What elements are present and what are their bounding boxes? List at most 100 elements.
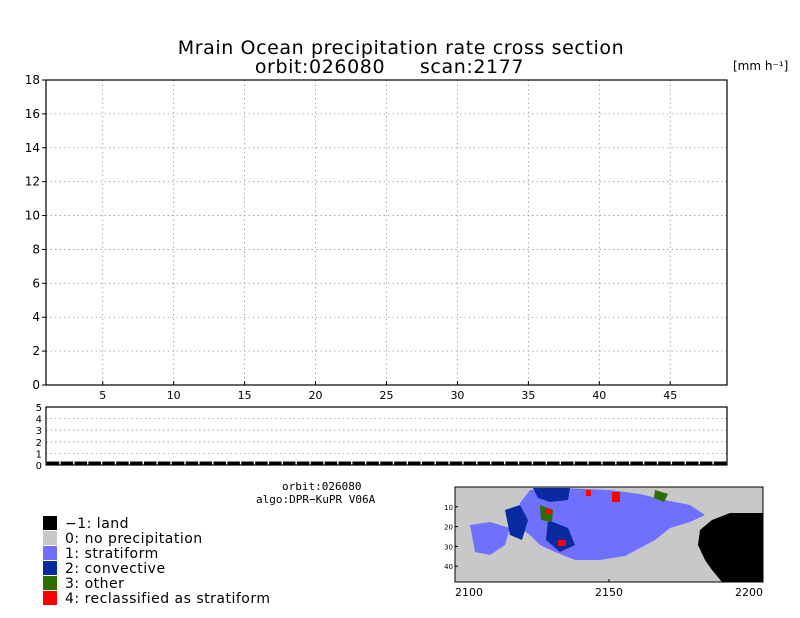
legend-swatch [43,546,57,560]
y-tick-label: 16 [25,107,40,121]
strip-bar [463,461,477,465]
inset-map: 10 20 30 40 2100 2150 2200 [444,486,764,599]
strip-y-tick-label: 1 [36,449,42,460]
strip-bar [199,461,213,465]
strip-bar [547,461,560,465]
legend-swatch [43,531,57,545]
strip-y-tick-label: 2 [36,438,42,449]
strip-bar [380,461,393,465]
legend-label: 0: no precipitation [65,531,203,547]
map-y-tick-label: 20 [444,524,453,532]
x-tick-label: 40 [592,389,606,402]
strip-bar [171,461,185,465]
chart-subtitle-orbit: orbit:026080 [255,56,385,78]
strip-bar [102,461,115,465]
strip-bar [408,461,421,465]
legend-label: 4: reclassified as stratiform [65,591,271,607]
y-tick-label: 10 [25,209,40,223]
strip-bar [394,461,407,465]
legend-label: 2: convective [65,561,166,577]
reclassified-cell [546,509,552,514]
reclassified-cell [612,492,620,502]
strip-bar [644,461,657,465]
y-tick-label: 0 [32,378,40,392]
x-tick-label: 45 [663,389,677,402]
strip-bar [269,461,282,465]
strip-y-tick-label: 0 [36,461,42,472]
strip-bar [296,461,310,465]
legend-swatch [43,561,57,575]
x-tick-label: 20 [309,389,323,402]
x-tick-label: 35 [521,389,535,402]
chart-subtitle-scan: scan:2177 [420,56,524,78]
strip-bar [602,461,616,465]
strip-bar [366,461,379,465]
map-cells [470,488,763,582]
land-area [698,513,763,582]
map-y-tick-label: 30 [444,543,453,551]
legend-swatch [43,576,57,590]
plot-grid [46,80,727,385]
strip-bar [143,461,157,465]
strip-bar [505,461,518,465]
y-tick-label: 18 [25,73,40,87]
convective-area-north [533,488,570,502]
legend-label: 3: other [65,576,124,592]
strip-bar [713,461,727,465]
convective-area-center [546,520,575,552]
reclassified-cell [586,490,591,496]
strip-bar [658,461,671,465]
map-x-tick-label: 2100 [455,586,483,599]
x-tick-label: 10 [167,389,181,402]
reclassified-cell [558,540,566,546]
strip-bar [449,461,463,465]
strip-bar [588,461,602,465]
strip-bar [324,461,338,465]
convective-area-west [505,505,528,540]
strip-bar [74,461,87,465]
strip-y-tick-label: 5 [36,403,42,414]
strip-bar [491,461,504,465]
x-tick-label: 25 [380,389,394,402]
strip-bar [310,461,324,465]
x-tick-label: 5 [99,389,106,402]
strip-bar [185,461,199,465]
strip-bars [46,461,727,465]
map-y-tick-label: 40 [444,563,453,571]
strip-bar [574,461,588,465]
strip-bar [46,461,60,465]
y-tick-label: 4 [32,310,40,324]
precip-rate-plot: 0 2 4 6 8 10 12 14 16 18 5 10 15 20 25 30 35 40 45 [25,73,728,402]
strip-bar [616,461,630,465]
strip-bar [699,461,713,465]
strip-bar [241,461,254,465]
strip-bar [352,461,365,465]
map-y-axis: 10 20 30 40 [444,504,458,571]
strip-bar [282,461,296,465]
stratiform-area-west [470,522,510,555]
legend-label: −1: land [65,516,129,532]
other-area-east [654,490,668,502]
strip-bar [672,461,685,465]
strip-bar [157,461,171,465]
info-orbit: orbit:026080 [282,480,361,493]
strip-bar [560,461,574,465]
strip-bar [88,461,101,465]
strip-bar [686,461,699,465]
strip-bar [519,461,532,465]
strip-bar [533,461,546,465]
strip-bar [130,461,143,465]
y-tick-label: 14 [25,141,40,155]
strip-grid [46,418,727,454]
map-x-tick-label: 2200 [735,586,763,599]
unit-label: [mm h⁻¹] [733,59,788,73]
strip-bar [213,461,226,465]
strip-bar [338,461,352,465]
y-axis: 0 2 4 6 8 10 12 14 16 18 [25,73,46,392]
y-tick-label: 8 [32,242,40,256]
map-x-axis: 2100 2150 2200 [454,579,764,599]
chart-title: Mrain Ocean precipitation rate cross sec… [178,37,625,59]
legend-swatch [43,516,57,530]
